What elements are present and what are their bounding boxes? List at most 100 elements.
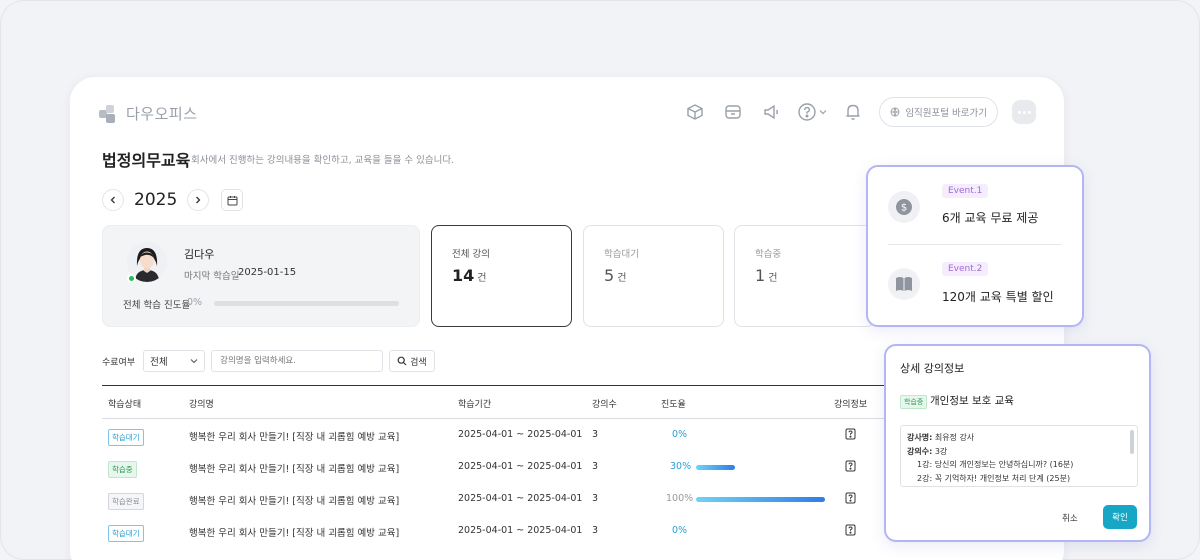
course-info-icon[interactable] [845,492,856,504]
filter-row: 수료여부 전체 검색 [102,350,435,372]
column-header-period: 학습기간 [458,400,492,410]
course-info-icon[interactable] [845,428,856,440]
online-status-indicator [127,274,136,283]
column-header-status: 학습상태 [108,400,142,410]
column-header-title: 강의명 [189,400,214,410]
more-menu-button[interactable] [1012,100,1036,124]
course-title: 행복한 우리 회사 만들기! [직장 내 괴롭힘 예방 교육] [189,464,400,475]
event-text: 6개 교육 무료 제공 [942,211,1039,225]
progress-percent: 0% [672,429,688,440]
event-tag: Event.2 [942,262,989,276]
progress-percent: 0% [672,525,688,536]
lecture-item: 1강: 당신의 개인정보는 안녕하십니까? (16분) [917,460,1074,469]
overall-progress-percent: 0% [187,297,203,308]
stat-value: 14 건 [452,266,486,285]
box-icon[interactable] [683,100,707,124]
confirm-button[interactable]: 확인 [1103,505,1137,529]
stat-label: 학습대기 [604,249,639,260]
course-name: 개인정보 보호 교육 [930,395,1014,407]
status-badge: 학습중 [108,461,137,478]
page-subtitle: 회사에서 진행하는 강의내용을 확인하고, 교육을 들을 수 있습니다. [191,155,455,166]
brand-name: 다우오피스 [126,105,198,123]
table-row[interactable]: 학습완료 행복한 우리 회사 만들기! [직장 내 괴롭힘 예방 교육] 202… [102,483,892,515]
instructor-line: 강사명: 최유정 강사 [907,431,1119,445]
lecture-item: 2강: 꼭 기억하자! 개인정보 처리 단계 (25분) [917,473,1071,483]
event-item[interactable]: $ Event.1 6개 교육 무료 제공 [888,184,1064,233]
table-row[interactable]: 학습중 행복한 우리 회사 만들기! [직장 내 괴롭힘 예방 교육] 2025… [102,451,892,483]
course-period: 2025-04-01 ~ 2025-04-01 [458,493,583,504]
event-tag: Event.1 [942,184,989,198]
divider [888,244,1062,245]
dot-icon [1017,110,1021,114]
course-table: 학습상태 강의명 학습기간 강의수 진도율 강의정보 학습대기 행복한 우리 회… [102,385,892,547]
course-info-icon[interactable] [845,460,856,472]
event-text: 120개 교육 특별 할인 [942,290,1054,304]
last-study-label: 마지막 학습일 [184,271,240,282]
brand-logo[interactable]: 다우오피스 [98,103,198,124]
calendar-icon [227,195,238,205]
table-header: 학습상태 강의명 학습기간 강의수 진도율 강의정보 [102,385,892,419]
table-row[interactable]: 학습대기 행복한 우리 회사 만들기! [직장 내 괴롭힘 예방 교육] 202… [102,419,892,451]
popup-title: 상세 강의정보 [900,362,965,375]
stat-unit: 건 [617,273,627,284]
chevron-left-icon [110,196,115,204]
stat-card-total[interactable]: 전체 강의 14 건 [431,225,572,327]
portal-button-label: 임직원포털 바로가기 [905,108,987,119]
user-name: 김다우 [184,248,215,261]
course-info-icon[interactable] [845,524,856,536]
year-navigator: 2025 [102,189,244,211]
status-badge: 학습대기 [108,429,144,446]
column-header-count: 강의수 [592,400,617,410]
portal-button[interactable]: 임직원포털 바로가기 [879,97,998,127]
overall-progress-label: 전체 학습 진도율 [123,300,191,311]
lecture-count: 3 [592,429,599,440]
completion-filter-select[interactable]: 전체 [143,350,206,372]
course-period: 2025-04-01 ~ 2025-04-01 [458,461,583,472]
status-badge: 학습대기 [108,525,144,542]
cancel-button[interactable]: 취소 [1062,514,1078,524]
lecture-count: 3 [592,493,599,504]
last-study-date: 2025-01-15 [238,267,297,278]
page-title: 법정의무교육 [102,151,191,170]
stat-unit: 건 [768,273,778,284]
svg-text:$: $ [901,203,907,214]
logo-icon [99,104,115,123]
archive-icon[interactable] [721,100,745,124]
calendar-button[interactable] [221,189,244,211]
stat-number: 5 [604,266,615,285]
chevron-down-icon [819,110,827,115]
lecture-count: 3 [592,525,599,536]
column-header-info: 강의정보 [834,400,868,410]
profile-card: 김다우 마지막 학습일 2025-01-15 전체 학습 진도율 0% [102,225,420,327]
lecture-count-value: 3강 [934,446,948,456]
prev-year-button[interactable] [102,189,124,211]
help-icon [798,103,817,121]
avatar [127,242,167,282]
instructor-label: 강사명: [907,433,933,442]
instructor-value: 최유정 강사 [934,433,975,442]
chevron-down-icon [190,359,198,364]
event-item[interactable]: Event.2 120개 교육 특별 할인 [888,262,1064,312]
stat-label: 학습중 [755,249,782,260]
course-period: 2025-04-01 ~ 2025-04-01 [458,429,583,440]
bell-icon[interactable] [841,100,865,124]
next-year-button[interactable] [187,189,210,211]
help-menu[interactable] [797,102,827,122]
search-button[interactable]: 검색 [389,350,435,372]
course-search-input[interactable] [211,350,384,372]
status-badge: 학습중 [900,395,928,409]
megaphone-icon[interactable] [759,100,783,124]
search-icon [397,356,407,366]
lecture-count-line: 강의수: 3강 [907,445,1119,459]
course-title: 행복한 우리 회사 만들기! [직장 내 괴롭힘 예방 교육] [189,496,400,507]
table-row[interactable]: 학습대기 행복한 우리 회사 만들기! [직장 내 괴롭힘 예방 교육] 202… [102,515,892,547]
course-detail-box[interactable]: 강사명: 최유정 강사 강의수: 3강 1강: 당신의 개인정보는 안녕하십니까… [900,425,1138,487]
coin-icon: $ [888,191,920,223]
user-portrait-icon [127,242,167,282]
search-button-label: 검색 [410,357,427,368]
scrollbar[interactable] [1130,430,1134,454]
course-detail-popup: 상세 강의정보 학습중 개인정보 보호 교육 강사명: 최유정 강사 강의수: … [884,344,1151,542]
